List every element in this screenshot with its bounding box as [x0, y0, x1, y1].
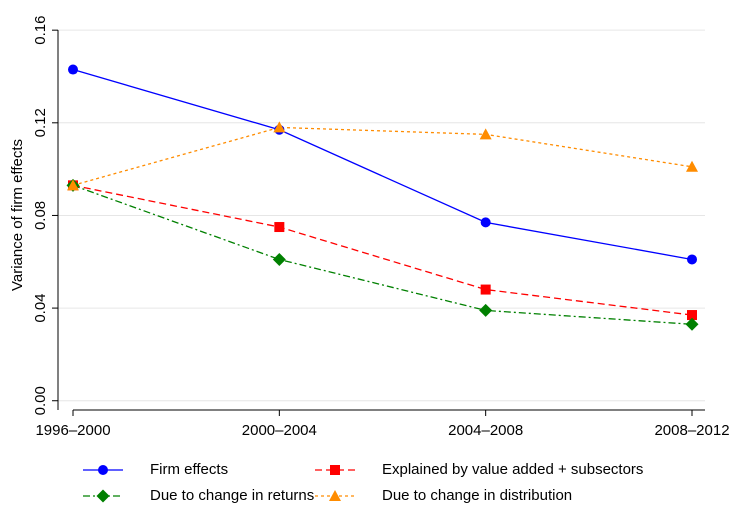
marker — [479, 128, 492, 140]
y-axis-title: Variance of firm effects — [9, 139, 26, 291]
y-tick-label: 0.00 — [32, 386, 49, 415]
legend-label: Due to change in returns — [150, 487, 314, 504]
marker — [480, 284, 491, 295]
marker — [67, 179, 79, 191]
marker — [329, 490, 341, 501]
marker — [96, 489, 110, 503]
series-line — [72, 68, 693, 261]
marker — [687, 310, 697, 321]
marker — [687, 254, 697, 265]
legend-label: Firm effects — [150, 461, 228, 478]
marker — [685, 317, 699, 331]
y-tick-label: 0.08 — [32, 201, 49, 230]
x-tick-label: 2008–2012 — [654, 422, 729, 439]
series-line — [72, 184, 693, 316]
marker — [274, 222, 285, 233]
x-tick-label: 2000–2004 — [242, 422, 317, 439]
marker — [68, 64, 78, 75]
marker — [330, 465, 340, 475]
marker — [272, 252, 286, 266]
x-tick-label: 1996–2000 — [35, 422, 110, 439]
x-tick-label: 2004–2008 — [448, 422, 523, 439]
series-line — [72, 184, 693, 325]
y-tick-label: 0.12 — [32, 108, 49, 137]
y-tick-label: 0.16 — [32, 16, 49, 45]
marker — [686, 160, 698, 172]
marker — [98, 465, 108, 475]
marker — [479, 303, 493, 317]
legend-label: Explained by value added + subsectors — [382, 461, 643, 478]
legend-label: Due to change in distribution — [382, 487, 572, 504]
marker — [273, 121, 286, 133]
y-tick-label: 0.04 — [32, 293, 49, 322]
marker — [480, 217, 491, 228]
